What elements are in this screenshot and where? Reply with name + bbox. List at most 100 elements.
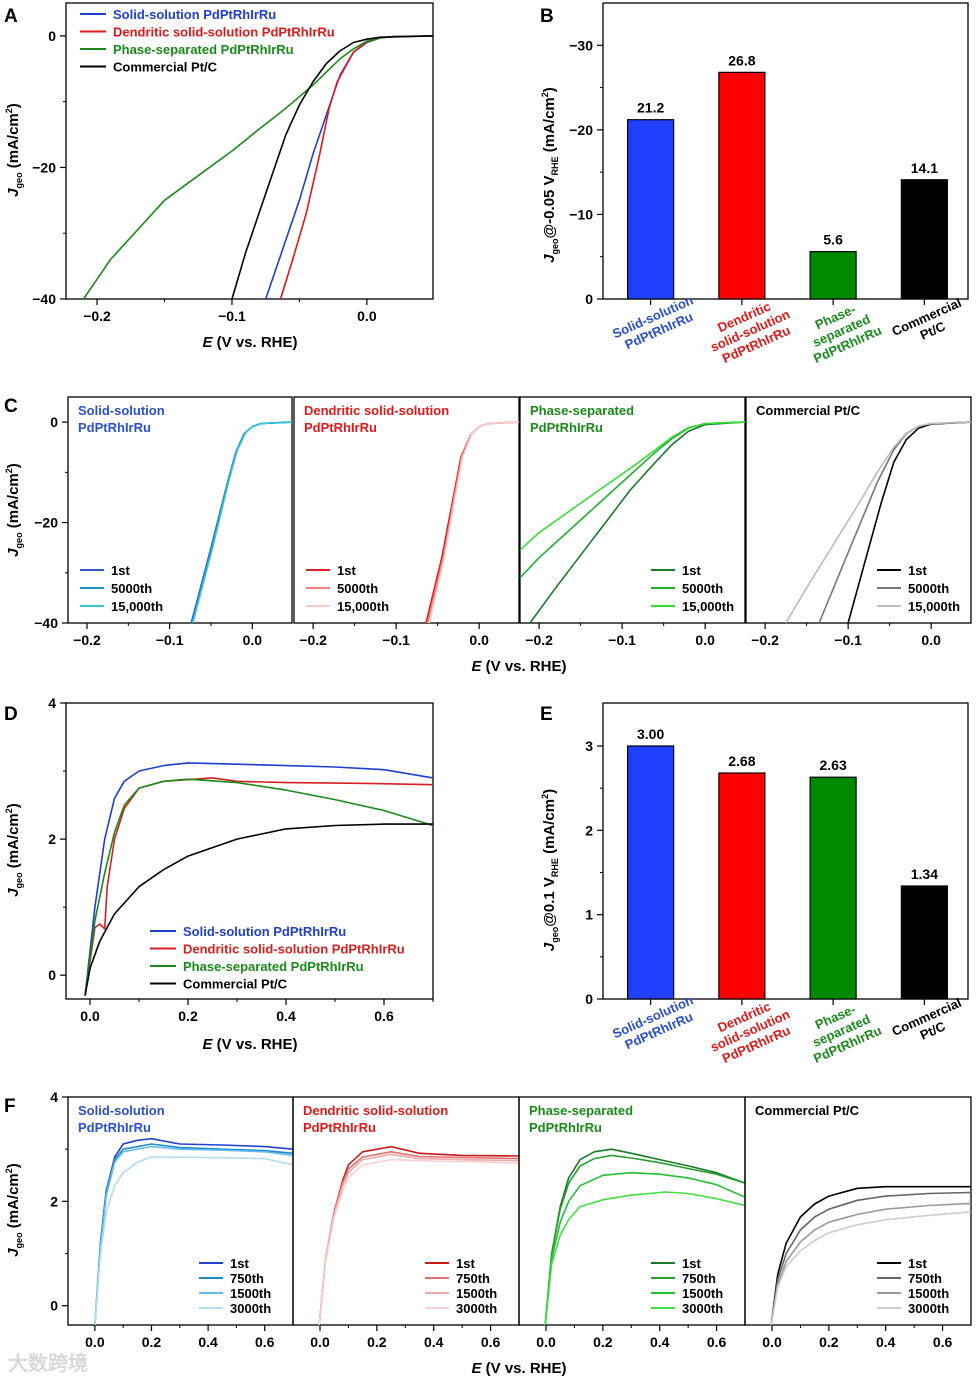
series-line-3000th <box>318 1158 520 1326</box>
label-part: (mA/cm <box>5 113 22 172</box>
x-tick-label: 0.0 <box>695 632 715 648</box>
y-tick-label: −10 <box>569 206 593 222</box>
series-line-1500th <box>94 1145 294 1326</box>
series-line-1st <box>190 421 293 624</box>
y-tick-label: 2 <box>48 831 56 847</box>
subpanel-title: Commercial Pt/C <box>756 403 861 418</box>
legend-label: 750th <box>908 1271 942 1286</box>
label-part: ) <box>5 463 22 468</box>
plot-frame <box>65 702 434 1000</box>
x-tick-label: 0.0 <box>762 1334 782 1350</box>
panel-letter: E <box>540 704 553 725</box>
subpanel-title: PdPtRhIrRu <box>304 420 377 435</box>
x-tick-label: −0.2 <box>525 632 553 648</box>
subpanel-title: Dendritic solid-solution <box>303 1103 448 1118</box>
series-line-phase-separated-pdptrhirru <box>82 35 434 300</box>
x-tick-label: 0.0 <box>357 308 377 324</box>
legend-label: 1500th <box>908 1286 949 1301</box>
label-part: ) <box>541 789 558 794</box>
series-line-1st <box>529 421 746 624</box>
label-part: (V vs. RHE) <box>212 334 297 351</box>
plot-frame <box>519 396 746 624</box>
label-part: E <box>471 658 482 675</box>
subpanel-title: Phase-separated <box>530 403 634 418</box>
y-tick-label: 4 <box>50 1089 58 1105</box>
x-tick-label: 0.6 <box>707 1334 727 1350</box>
panel-c: C −0.2 −0.1 0.0 0 −20 −40 Solid-solution PdPtRhI… <box>4 396 972 675</box>
legend-label: Commercial Pt/C <box>183 977 288 992</box>
series-line-15-000th <box>785 421 972 624</box>
series-line-solid-solution-pdptrhirru <box>264 35 434 300</box>
label-part: 2 <box>540 794 550 799</box>
series-line-1500th <box>544 1171 746 1326</box>
legend-label: 1st <box>908 1256 927 1271</box>
series-line-1st <box>770 1185 971 1326</box>
label-part: (V vs. RHE) <box>212 1036 297 1053</box>
x-tick-label: 0.2 <box>178 1008 198 1024</box>
label-part: (V vs. RHE) <box>481 658 566 675</box>
legend-label: Solid-solution PdPtRhIrRu <box>113 7 276 22</box>
series-line-750th <box>770 1191 972 1326</box>
legend-label: 750th <box>682 1271 716 1286</box>
subpanel-title: PdPtRhIrRu <box>78 420 151 435</box>
x-tick-label: −0.2 <box>73 632 101 648</box>
legend-label: 1st <box>337 563 356 578</box>
x-tick-label: −0.1 <box>382 632 410 648</box>
legend-label: 15,000th <box>337 599 389 614</box>
panel-letter: C <box>4 396 18 417</box>
x-tick-label: 0.2 <box>367 1334 387 1350</box>
subpanel-title: Phase-separated <box>529 1103 633 1118</box>
x-tick-label: 0.0 <box>310 1334 330 1350</box>
series-line-solid-solution-pdptrhirru <box>84 762 434 996</box>
plot-frame <box>602 702 969 1000</box>
series-line-3000th <box>94 1156 294 1326</box>
label-part: (mA/cm <box>5 473 22 532</box>
subpanel-dendritic-solid-solution-pdptrhirru: 0.0 0.2 0.4 0.6 Dendritic solid-solution PdPt… <box>292 1096 520 1350</box>
plot-frame <box>67 396 293 624</box>
bar-value-label: 26.8 <box>728 52 755 68</box>
legend-label: 1st <box>682 563 701 578</box>
label-part: (mA/cm <box>541 97 558 156</box>
x-axis-label: E (V vs. RHE) <box>202 334 297 351</box>
subpanel-title: Dendritic solid-solution <box>304 403 449 418</box>
subpanel-title: PdPtRhIrRu <box>303 1120 376 1135</box>
bar-value-label: 21.2 <box>637 100 664 116</box>
y-tick-label: 0 <box>50 414 58 430</box>
label-part: 2 <box>4 468 14 473</box>
series-line-phase-separated-pdptrhirru <box>84 778 434 996</box>
y-tick-label: 1 <box>585 907 593 923</box>
subpanel-title: Solid-solution <box>78 403 165 418</box>
legend-label: Phase-separated PdPtRhIrRu <box>183 959 364 974</box>
y-tick-label: −30 <box>569 37 593 53</box>
y-tick-label: 2 <box>50 1193 58 1209</box>
x-tick-label: 0.0 <box>921 632 941 648</box>
y-tick-label: −20 <box>569 122 593 138</box>
bar-value-label: 3.00 <box>637 726 664 742</box>
legend-label: 15,000th <box>908 599 960 614</box>
x-tick-label: 0.4 <box>876 1334 896 1350</box>
series-line-15-000th <box>519 421 746 551</box>
subpanel-title: PdPtRhIrRu <box>529 1120 602 1135</box>
x-tick-label: 0.0 <box>536 1334 556 1350</box>
subpanel-phase-separated-pdptrhirru: −0.2 −0.1 0.0 Phase-separated PdPtRhIrRu 1st 5… <box>519 396 746 648</box>
series-line-1500th <box>770 1202 972 1326</box>
label-part: 2 <box>4 808 14 813</box>
y-axis-label: Jgeo (mA/cm2) <box>4 803 24 897</box>
plot-frame <box>745 396 972 624</box>
plot-frame <box>293 396 520 624</box>
label-part: (mA/cm <box>541 799 558 858</box>
x-tick-label: 0.2 <box>142 1334 162 1350</box>
panel-letter: D <box>4 704 18 725</box>
x-tick-label: 0.2 <box>819 1334 839 1350</box>
legend-label: 3000th <box>230 1301 271 1316</box>
y-tick-label: −40 <box>34 615 58 631</box>
label-part: geo <box>14 532 24 549</box>
label-part: ) <box>541 87 558 92</box>
legend-label: 1st <box>682 1256 701 1271</box>
x-tick-label: −0.1 <box>608 632 636 648</box>
